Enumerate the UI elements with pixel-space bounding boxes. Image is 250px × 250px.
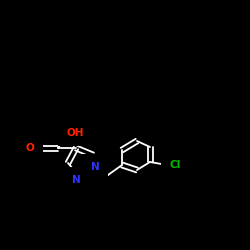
Text: O: O bbox=[26, 143, 34, 153]
Text: OH: OH bbox=[66, 128, 84, 138]
Text: N: N bbox=[72, 175, 80, 185]
Text: N: N bbox=[90, 162, 100, 172]
Text: Cl: Cl bbox=[170, 160, 180, 170]
